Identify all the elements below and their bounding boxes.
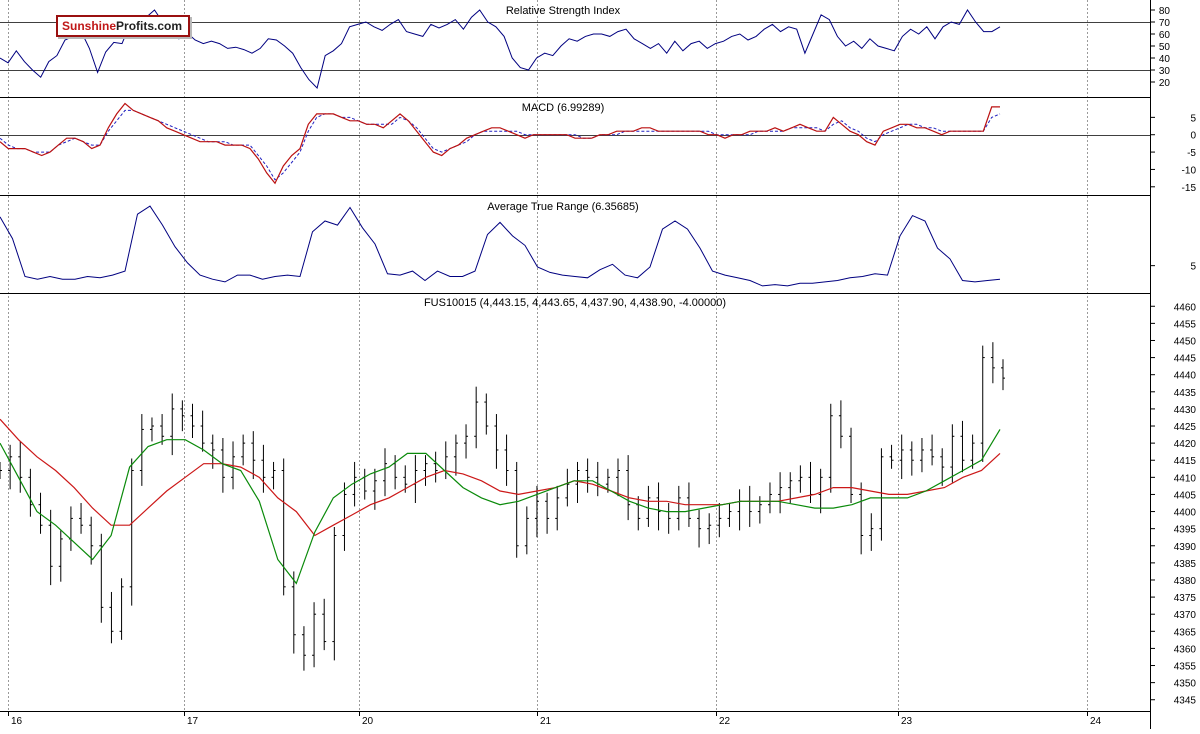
logo-part-2: Profits.com — [116, 19, 183, 33]
atr-tick-label: 5 — [1190, 262, 1196, 273]
price-tick-label: 4450 — [1174, 336, 1197, 347]
atr-title: Average True Range (6.35685) — [487, 201, 638, 213]
price-tick-label: 4390 — [1174, 542, 1197, 553]
sunshine-profits-logo: Sunshine Profits.com — [56, 15, 191, 37]
macd-tick-label: 5 — [1190, 113, 1196, 124]
price-tick-label: 4420 — [1174, 439, 1197, 450]
price-tick-label: 4355 — [1174, 662, 1197, 673]
price-title: FUS10015 (4,443.15, 4,443.65, 4,437.90, … — [424, 297, 726, 309]
price-panel — [0, 342, 1005, 671]
price-tick-label: 4365 — [1174, 627, 1197, 638]
rsi-tick-label: 30 — [1159, 66, 1171, 77]
price-tick-label: 4445 — [1174, 354, 1197, 365]
price-tick-label: 4400 — [1174, 508, 1197, 519]
x-tick-label: 16 — [11, 716, 23, 727]
price-tick-label: 4395 — [1174, 525, 1197, 536]
axis-labels: 8070605040302050-5-10-155446044554450444… — [8, 6, 1197, 727]
price-tick-label: 4380 — [1174, 576, 1197, 587]
rsi-title: Relative Strength Index — [506, 5, 621, 17]
x-tick-label: 22 — [719, 716, 731, 727]
x-tick-label: 23 — [901, 716, 913, 727]
x-tick-label: 24 — [1090, 716, 1102, 727]
price-tick-label: 4460 — [1174, 302, 1197, 313]
price-tick-label: 4360 — [1174, 644, 1197, 655]
atr-line — [0, 205, 1001, 287]
rsi-tick-label: 80 — [1159, 6, 1171, 17]
rsi-tick-label: 60 — [1159, 30, 1171, 41]
macd-title: MACD (6.99289) — [522, 102, 605, 114]
price-tick-label: 4435 — [1174, 388, 1197, 399]
macd-signal-line — [0, 109, 1001, 181]
price-tick-label: 4410 — [1174, 473, 1197, 484]
macd-tick-label: -10 — [1182, 165, 1197, 176]
x-tick-label: 20 — [362, 716, 374, 727]
price-tick-label: 4430 — [1174, 405, 1197, 416]
rsi-tick-label: 20 — [1159, 78, 1171, 89]
atr-panel — [0, 205, 1001, 287]
price-tick-label: 4345 — [1174, 696, 1197, 707]
price-tick-label: 4350 — [1174, 679, 1197, 690]
x-tick-label: 17 — [187, 716, 199, 727]
price-tick-label: 4405 — [1174, 490, 1197, 501]
macd-tick-label: -15 — [1182, 183, 1197, 194]
macd-tick-label: 0 — [1190, 131, 1196, 142]
price-tick-label: 4415 — [1174, 456, 1197, 467]
price-tick-label: 4385 — [1174, 559, 1197, 570]
price-tick-label: 4455 — [1174, 319, 1197, 330]
rsi-tick-label: 50 — [1159, 42, 1171, 53]
macd-tick-label: -5 — [1187, 148, 1196, 159]
rsi-tick-label: 40 — [1159, 54, 1171, 65]
price-tick-label: 4440 — [1174, 371, 1197, 382]
grid-layer — [8, 0, 1088, 711]
macd-panel — [0, 102, 1150, 185]
logo-part-1: Sunshine — [62, 19, 117, 33]
price-tick-label: 4370 — [1174, 610, 1197, 621]
rsi-tick-label: 70 — [1159, 18, 1171, 29]
price-ema-long-line — [0, 418, 1001, 537]
macd-line — [0, 102, 1000, 185]
price-tick-label: 4375 — [1174, 593, 1197, 604]
price-tick-label: 4425 — [1174, 422, 1197, 433]
frame-layer — [0, 0, 1151, 729]
price-ema-short-line — [0, 429, 1001, 585]
x-tick-label: 21 — [540, 716, 552, 727]
